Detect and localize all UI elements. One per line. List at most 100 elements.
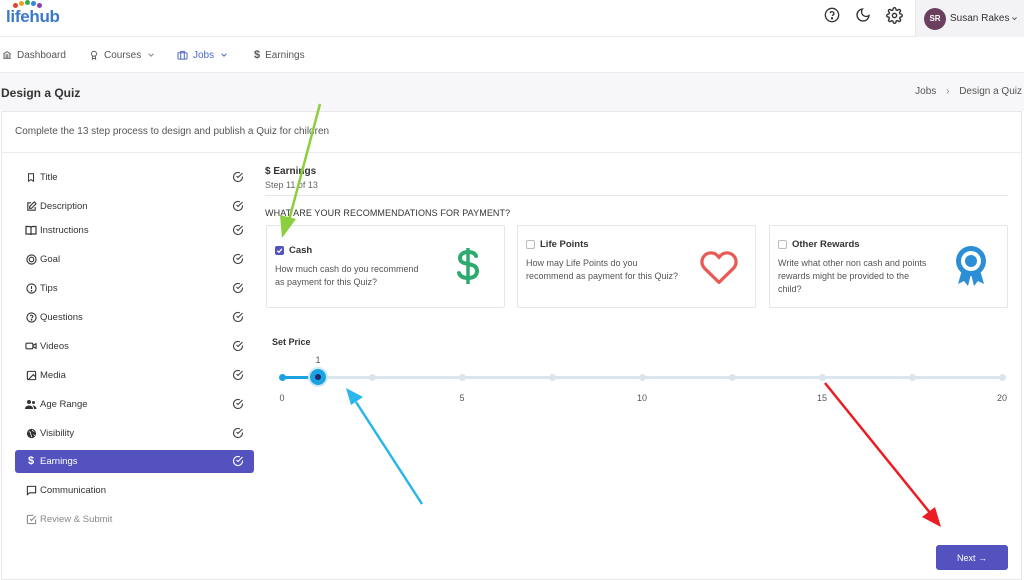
check-square-icon [25, 513, 37, 525]
edit-icon [25, 200, 37, 212]
heart-icon [697, 244, 741, 288]
slider-tick [549, 374, 556, 381]
option-title: Cash [289, 245, 313, 256]
step-review-submit[interactable]: Review & Submit [15, 508, 254, 531]
page-title: Design a Quiz [1, 86, 81, 100]
dollar-sign-icon [446, 244, 490, 288]
help-icon[interactable] [823, 6, 841, 24]
chevron-down-icon [1011, 15, 1018, 22]
step-questions[interactable]: Questions [15, 306, 254, 329]
avatar: SR [924, 7, 946, 30]
slider-tick [459, 374, 466, 381]
cash-checkbox[interactable] [275, 246, 284, 255]
step-tips[interactable]: Tips [15, 277, 254, 300]
nav-jobs[interactable]: Jobs [177, 37, 228, 73]
award-ribbon-icon [949, 244, 993, 288]
breadcrumb-jobs[interactable]: Jobs [915, 86, 937, 97]
slider-fill [282, 376, 318, 379]
award-icon [89, 50, 99, 60]
step-counter: Step 11 of 13 [265, 180, 318, 190]
quiz-designer-card: Complete the 13 step process to design a… [1, 111, 1022, 580]
step-media[interactable]: Media [15, 364, 254, 387]
step-visibility[interactable]: Visibility [15, 422, 254, 445]
next-button[interactable]: Next → [936, 545, 1008, 570]
chevron-right-icon: › [946, 86, 950, 97]
life-points-checkbox[interactable] [526, 240, 535, 249]
check-circle-icon [231, 310, 245, 324]
page-header: Design a Quiz Jobs › Design a Quiz [0, 73, 1024, 111]
section-title: $ Earnings [265, 166, 317, 177]
video-icon [25, 340, 37, 352]
check-circle-icon [231, 339, 245, 353]
nav-dashboard[interactable]: Dashboard [2, 37, 66, 73]
slider-handle[interactable] [308, 367, 328, 387]
breadcrumb-current: Design a Quiz [959, 86, 1022, 97]
check-circle-icon [231, 281, 245, 295]
briefcase-icon [177, 50, 188, 60]
moon-icon[interactable] [854, 6, 872, 24]
step-age-range[interactable]: Age Range [15, 393, 254, 416]
gear-icon[interactable] [885, 6, 903, 24]
chevron-down-icon [220, 51, 228, 59]
check-circle-icon [231, 199, 245, 213]
option-description: Write what other non cash and points rew… [778, 258, 927, 294]
breadcrumb: Jobs › Design a Quiz [915, 86, 1022, 97]
check-circle-icon [231, 223, 245, 237]
top-bar: lifehub SR Susan Rakes [0, 0, 1024, 37]
check-circle-icon [231, 252, 245, 266]
slider-tick-label: 0 [279, 393, 285, 403]
check-circle-icon [231, 454, 245, 468]
check-circle-icon [231, 170, 245, 184]
option-other-rewards[interactable]: Other Rewards Write what other non cash … [769, 225, 1008, 308]
option-life-points[interactable]: Life Points How may Life Points do you r… [517, 225, 756, 308]
option-title: Other Rewards [792, 239, 860, 250]
user-name: Susan Rakes [950, 13, 1010, 24]
message-icon [25, 484, 37, 496]
alert-circle-icon [25, 282, 37, 294]
slider-tick-label: 5 [459, 393, 465, 403]
slider-tick [639, 374, 646, 381]
image-icon [25, 369, 37, 381]
intro-text: Complete the 13 step process to design a… [15, 126, 330, 137]
target-icon [25, 253, 37, 265]
check-circle-icon [231, 368, 245, 382]
step-communication[interactable]: Communication [15, 479, 254, 502]
price-slider[interactable]: 0 5 10 15 20 1 [271, 352, 1008, 403]
step-videos[interactable]: Videos [15, 335, 254, 358]
bank-icon [2, 50, 12, 60]
slider-tick [819, 374, 826, 381]
step-earnings[interactable]: $ Earnings [15, 450, 254, 473]
section-divider [265, 195, 1008, 196]
nav-courses[interactable]: Courses [89, 37, 155, 73]
logo-dots [13, 0, 43, 9]
book-open-icon [25, 224, 37, 236]
other-rewards-checkbox[interactable] [778, 240, 787, 249]
slider-tick [369, 374, 376, 381]
option-title: Life Points [540, 239, 589, 250]
logo[interactable]: lifehub [6, 7, 60, 26]
step-goal[interactable]: Goal [15, 248, 254, 271]
users-icon [25, 398, 37, 410]
chevron-down-icon [147, 51, 155, 59]
user-menu[interactable]: SR Susan Rakes [915, 0, 1024, 37]
slider-tick-label: 15 [816, 393, 828, 403]
option-cash[interactable]: Cash How much cash do you recommend as p… [266, 225, 505, 308]
payment-question: WHAT ARE YOUR RECOMMENDATIONS FOR PAYMEN… [265, 208, 511, 218]
slider-tick-label: 20 [996, 393, 1008, 403]
dollar-icon: $ [27, 455, 35, 467]
main-nav: Dashboard Courses Jobs $ Earnings [0, 37, 1024, 73]
slider-tick-label: 10 [636, 393, 648, 403]
step-instructions[interactable]: Instructions [15, 219, 254, 242]
step-description[interactable]: Description [15, 195, 254, 218]
nav-earnings[interactable]: $ Earnings [254, 49, 305, 61]
globe-icon [25, 427, 37, 439]
slider-tick [999, 374, 1006, 381]
slider-value: 1 [315, 355, 321, 365]
bookmark-icon [25, 171, 37, 183]
check-circle-icon [231, 426, 245, 440]
divider [2, 152, 1021, 153]
dollar-icon: $ [254, 49, 261, 61]
step-title[interactable]: Title [15, 166, 254, 189]
slider-tick [279, 374, 286, 381]
check-circle-icon [231, 397, 245, 411]
